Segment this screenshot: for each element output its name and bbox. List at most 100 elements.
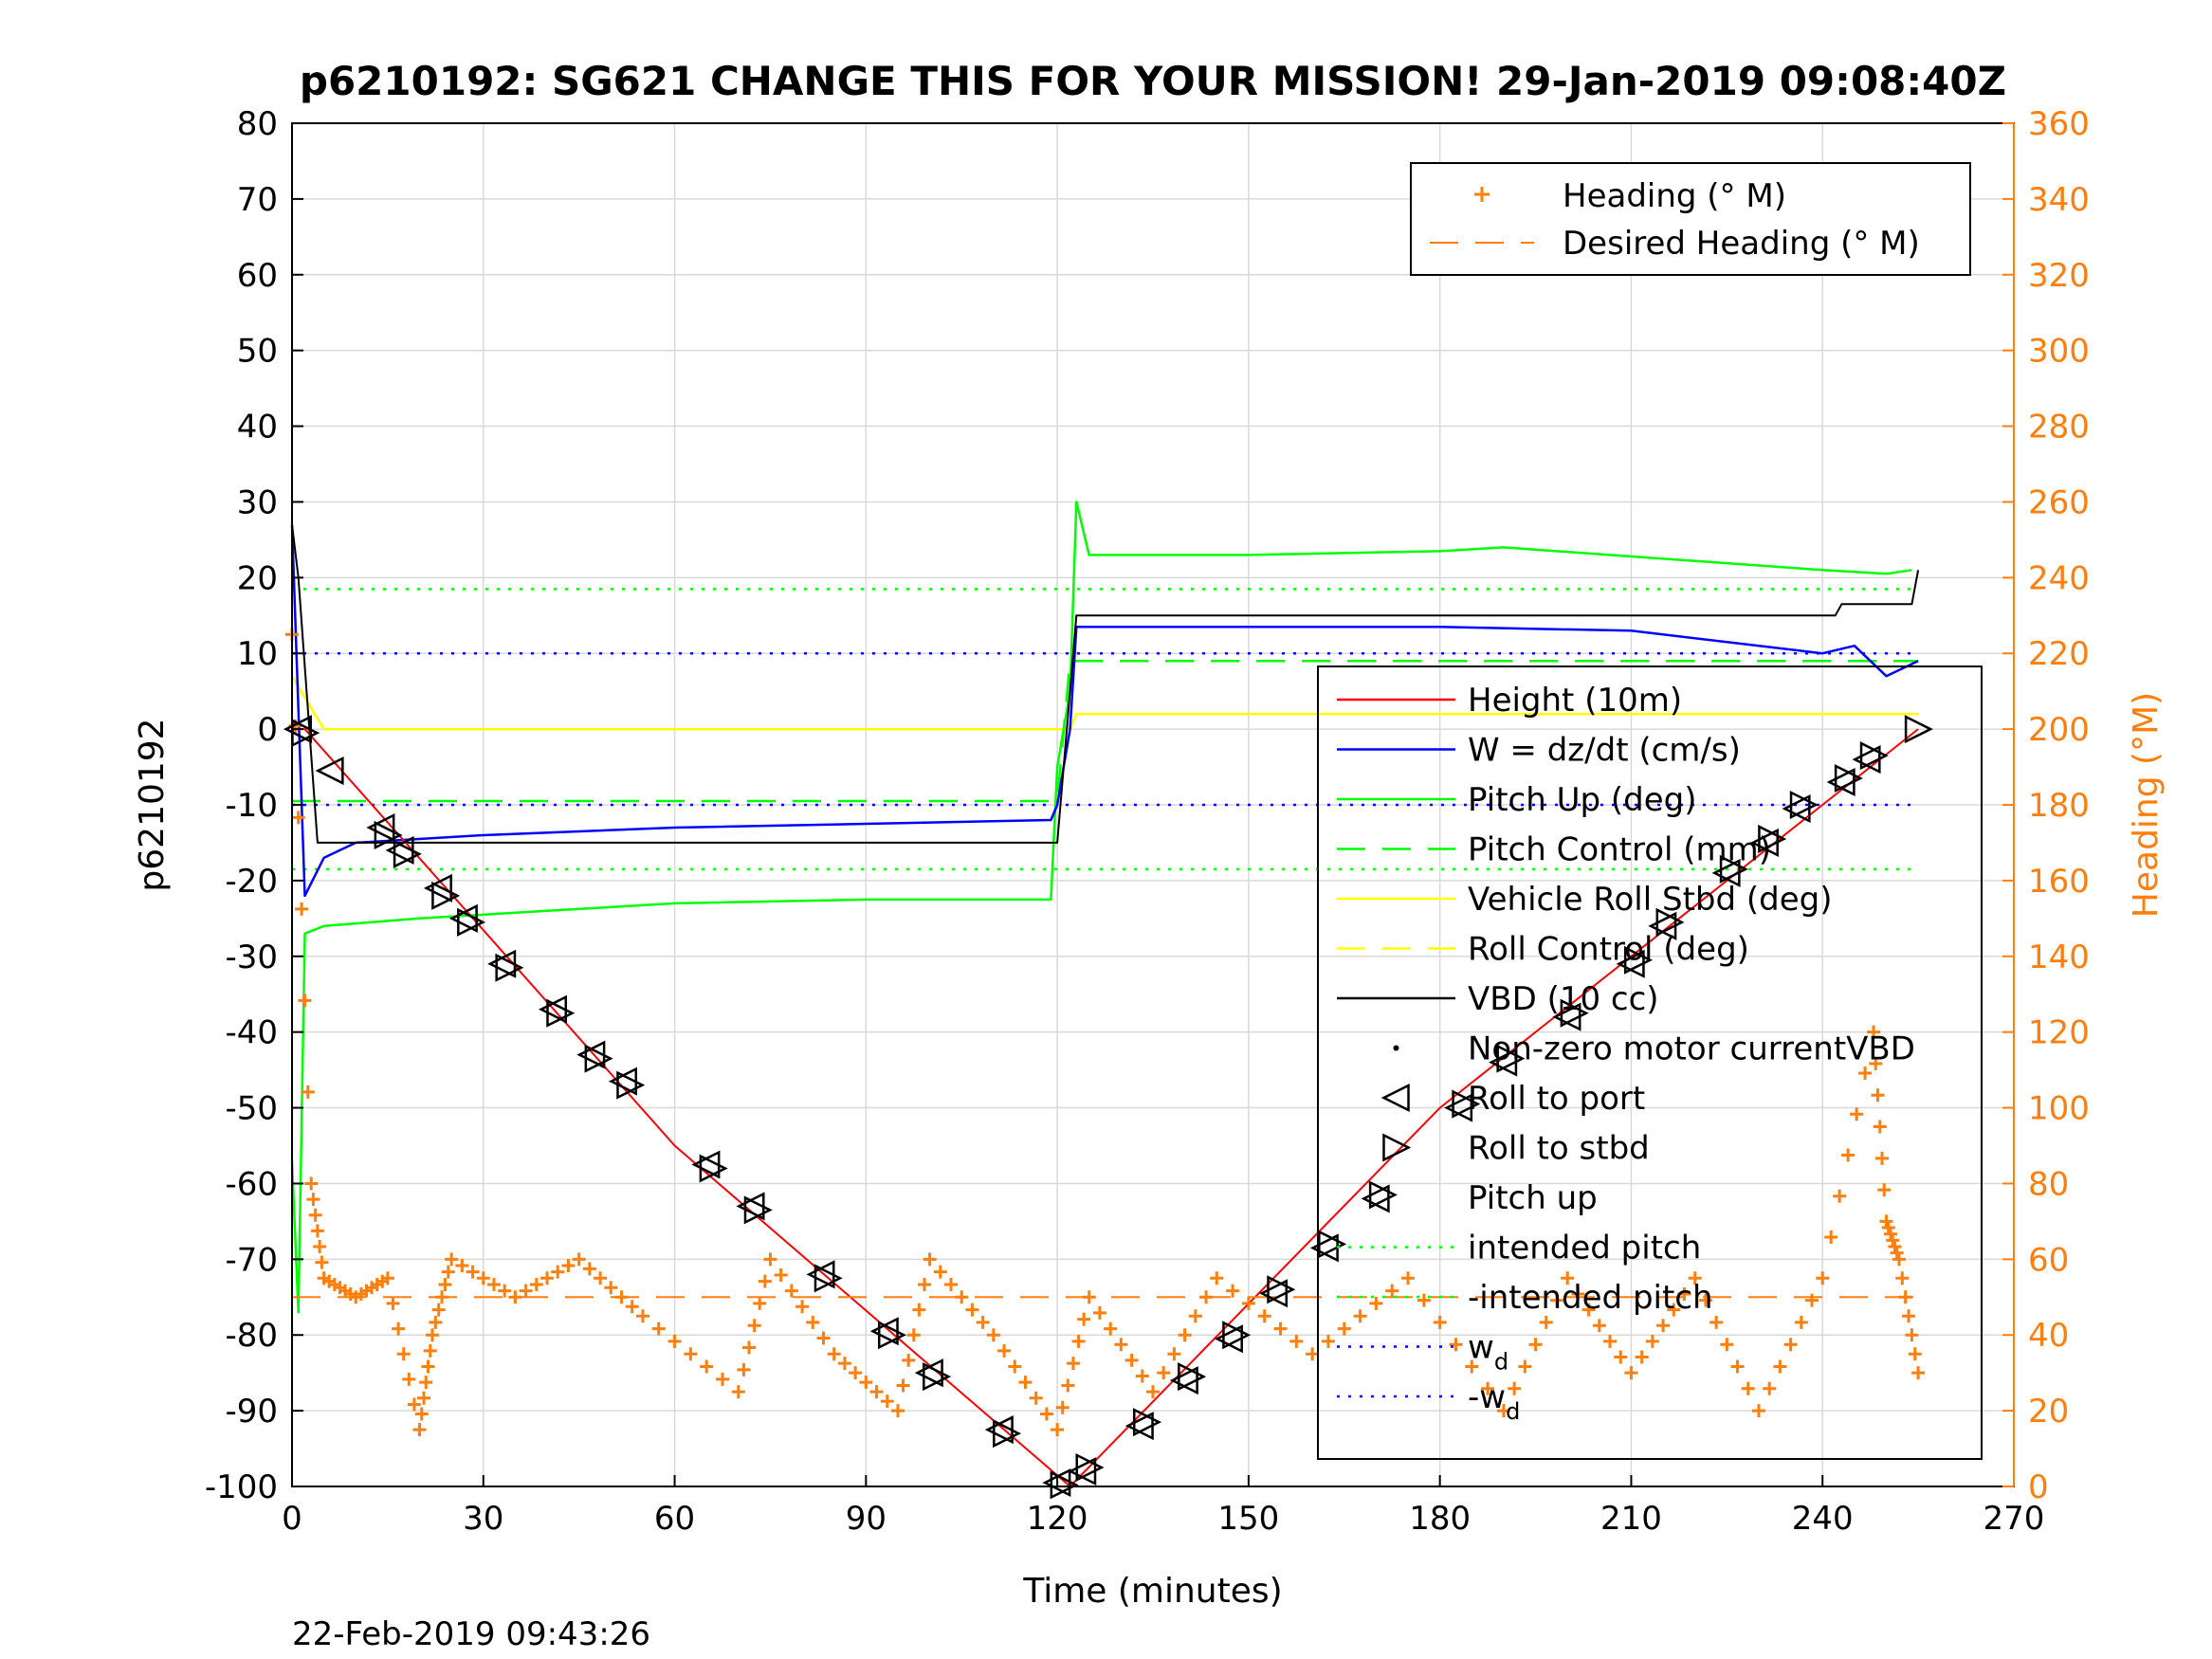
legend-left-entry: intended pitch <box>1468 1230 1701 1267</box>
x-tick-label: 120 <box>1027 1500 1088 1538</box>
heading-point <box>1518 1359 1532 1374</box>
heading-point <box>1465 1359 1479 1374</box>
x-tick-label: 90 <box>846 1500 887 1538</box>
heading-point <box>455 1258 469 1272</box>
heading-point <box>582 1262 596 1276</box>
heading-point <box>1709 1315 1724 1329</box>
heading-point <box>561 1258 576 1272</box>
heading-point <box>1417 1293 1431 1307</box>
heading-point <box>742 1340 757 1355</box>
heading-point <box>806 1315 820 1329</box>
heading-point <box>923 1252 937 1267</box>
heading-point <box>917 1277 931 1291</box>
heading-point <box>1008 1359 1022 1374</box>
heading-point <box>1911 1366 1926 1380</box>
heading-point <box>441 1265 455 1279</box>
y-right-tick-label: 160 <box>2028 863 2090 901</box>
y-right-tick-label: 140 <box>2028 939 2090 976</box>
heading-point <box>392 1322 406 1336</box>
heading-point <box>1039 1407 1053 1421</box>
y-right-tick-label: 40 <box>2028 1317 2069 1355</box>
heading-point <box>1773 1359 1787 1374</box>
heading-point <box>380 1271 394 1285</box>
y-right-tick-label: 60 <box>2028 1241 2069 1279</box>
roll-to-stbd-marker <box>993 1419 1022 1449</box>
roll-to-stbd-marker <box>814 1264 843 1293</box>
roll-to-stbd-marker <box>1560 998 1589 1028</box>
heading-point <box>1082 1290 1096 1304</box>
heading-point <box>1273 1322 1288 1336</box>
heading-point <box>1321 1334 1335 1348</box>
heading-point <box>1241 1296 1255 1310</box>
heading-point <box>849 1366 863 1380</box>
roll-to-stbd-marker <box>393 839 422 868</box>
heading-point <box>308 1208 322 1222</box>
legend-right-entry: Desired Heading (° M) <box>1563 225 1920 263</box>
roll-to-stbd-marker <box>1368 1180 1398 1210</box>
y-tick-label: -90 <box>225 1393 278 1431</box>
heading-point <box>291 811 305 825</box>
roll-to-port-marker <box>366 812 395 842</box>
x-tick-label: 270 <box>1983 1500 2045 1538</box>
y-axis-label: p6210192 <box>133 718 172 891</box>
heading-point <box>298 994 312 1008</box>
heading-point <box>310 1224 324 1238</box>
heading-point <box>498 1284 512 1298</box>
x-tick-label: 0 <box>282 1500 302 1538</box>
heading-point <box>1071 1334 1086 1348</box>
y-axis-label-right: Heading (°M) <box>2127 692 2166 918</box>
heading-point <box>396 1347 411 1361</box>
heading-point <box>1257 1309 1271 1323</box>
heading-point <box>1688 1271 1702 1285</box>
y-tick-label: 10 <box>237 635 278 673</box>
heading-point <box>1905 1328 1919 1342</box>
heading-point <box>859 1376 873 1390</box>
legend-left-box <box>1317 665 1983 1460</box>
heading-point <box>572 1252 586 1267</box>
heading-point <box>1571 1286 1585 1301</box>
legend-left-entry: Height (10m) <box>1468 682 1682 720</box>
heading-point <box>1561 1271 1575 1285</box>
legend-left-entry: Pitch Up (deg) <box>1468 781 1696 819</box>
heading-point <box>1135 1369 1149 1383</box>
y-tick-label: 60 <box>237 257 278 295</box>
heading-point <box>1886 1233 1900 1248</box>
legend-left-entry: -intended pitch <box>1468 1279 1713 1317</box>
heading-point <box>912 1303 926 1317</box>
heading-point <box>758 1274 772 1288</box>
x-tick-label: 240 <box>1792 1500 1854 1538</box>
heading-point <box>419 1376 433 1390</box>
heading-point <box>421 1359 435 1374</box>
heading-point <box>747 1319 761 1333</box>
heading-point <box>902 1353 916 1367</box>
legend-left-entry: Vehicle Roll Stbd (deg) <box>1468 881 1833 919</box>
legend-symbol <box>1393 1045 1399 1051</box>
heading-point <box>753 1296 767 1310</box>
heading-point <box>412 1423 427 1437</box>
heading-point <box>407 1397 421 1412</box>
y-right-tick-label: 360 <box>2028 105 2090 143</box>
heading-point <box>604 1281 618 1295</box>
heading-point <box>1805 1293 1819 1307</box>
heading-point <box>445 1252 459 1267</box>
heading-point <box>1879 1214 1893 1229</box>
heading-point <box>402 1372 416 1386</box>
legend-right-box <box>1410 162 1971 276</box>
heading-point <box>837 1357 851 1371</box>
heading-point <box>774 1267 788 1282</box>
legend-left-entry: Pitch Control (mm) <box>1468 831 1771 869</box>
roll-to-stbd-marker <box>923 1362 952 1392</box>
heading-point <box>635 1309 649 1323</box>
heading-point <box>423 1343 437 1358</box>
legend-left-entry: Pitch up <box>1468 1179 1598 1217</box>
y-tick-label: -100 <box>205 1468 278 1506</box>
heading-point <box>304 1176 319 1191</box>
roll-to-port-marker <box>423 873 452 902</box>
heading-point <box>976 1315 990 1329</box>
y-right-tick-label: 0 <box>2028 1468 2049 1506</box>
y-tick-label: 0 <box>257 711 278 749</box>
heading-point <box>1167 1347 1181 1361</box>
heading-point <box>429 1315 443 1329</box>
series-vbd <box>291 524 1920 844</box>
heading-point <box>1603 1334 1618 1348</box>
